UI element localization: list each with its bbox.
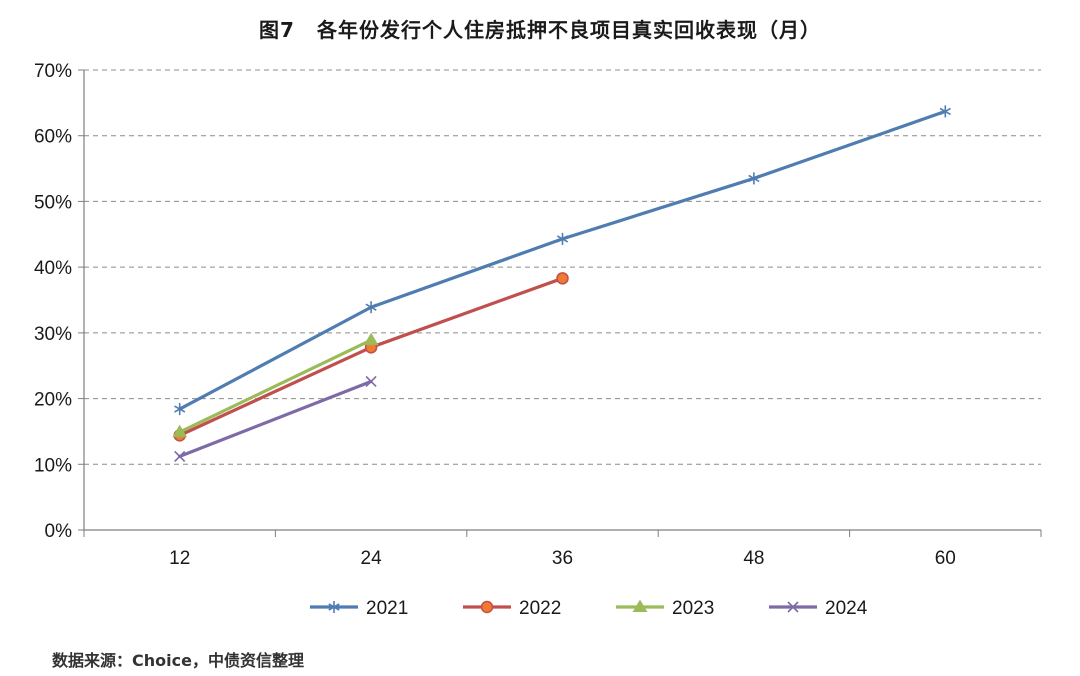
legend-marker-2021 <box>328 601 340 613</box>
data-point-2023-12 <box>172 424 188 438</box>
x-tick-label: 48 <box>743 548 764 569</box>
data-point-2021-36 <box>556 232 569 245</box>
data-point-2023-24 <box>363 332 379 346</box>
data-point-2021-24 <box>365 301 377 314</box>
y-tick-label: 60% <box>34 127 72 148</box>
y-tick-label: 20% <box>34 390 72 411</box>
title-text: 各年份发行个人住房抵押不良项目真实回收表现（月） <box>316 18 821 42</box>
figure-number: 图7 <box>259 18 295 42</box>
data-point-2021-60 <box>939 105 951 118</box>
series-line-2024 <box>178 379 373 458</box>
source-note: 数据来源：Choice，中债资信整理 <box>52 651 304 670</box>
legend-label-2022: 2022 <box>519 598 561 619</box>
x-tick-label: 12 <box>169 548 190 569</box>
legend-label-2023: 2023 <box>672 598 714 619</box>
legend-label-2024: 2024 <box>825 598 868 619</box>
y-tick-label: 50% <box>34 192 72 213</box>
x-tick-label: 24 <box>361 548 383 569</box>
legend-marker-2023 <box>632 599 648 613</box>
legend-marker-2022 <box>480 600 494 614</box>
data-point-2022-36 <box>556 272 569 285</box>
y-tick-label: 0% <box>45 521 73 542</box>
x-tick-label: 36 <box>552 548 573 569</box>
legend-label-2021: 2021 <box>366 598 408 619</box>
data-point-2021-12 <box>174 403 186 416</box>
y-tick-label: 70% <box>34 61 72 82</box>
series-line-2021 <box>178 109 947 411</box>
chart-title: 图7 各年份发行个人住房抵押不良项目真实回收表现（月） <box>0 14 1080 43</box>
series-line-2023 <box>178 338 373 434</box>
y-tick-label: 10% <box>34 455 72 476</box>
x-tick-label: 60 <box>935 548 956 569</box>
data-point-2021-48 <box>748 172 760 185</box>
y-tick-label: 40% <box>34 258 72 279</box>
y-tick-label: 30% <box>34 324 72 345</box>
data-point-2024-12 <box>174 450 186 462</box>
legend-marker-2024 <box>787 601 799 613</box>
data-point-2024-24 <box>365 375 377 388</box>
